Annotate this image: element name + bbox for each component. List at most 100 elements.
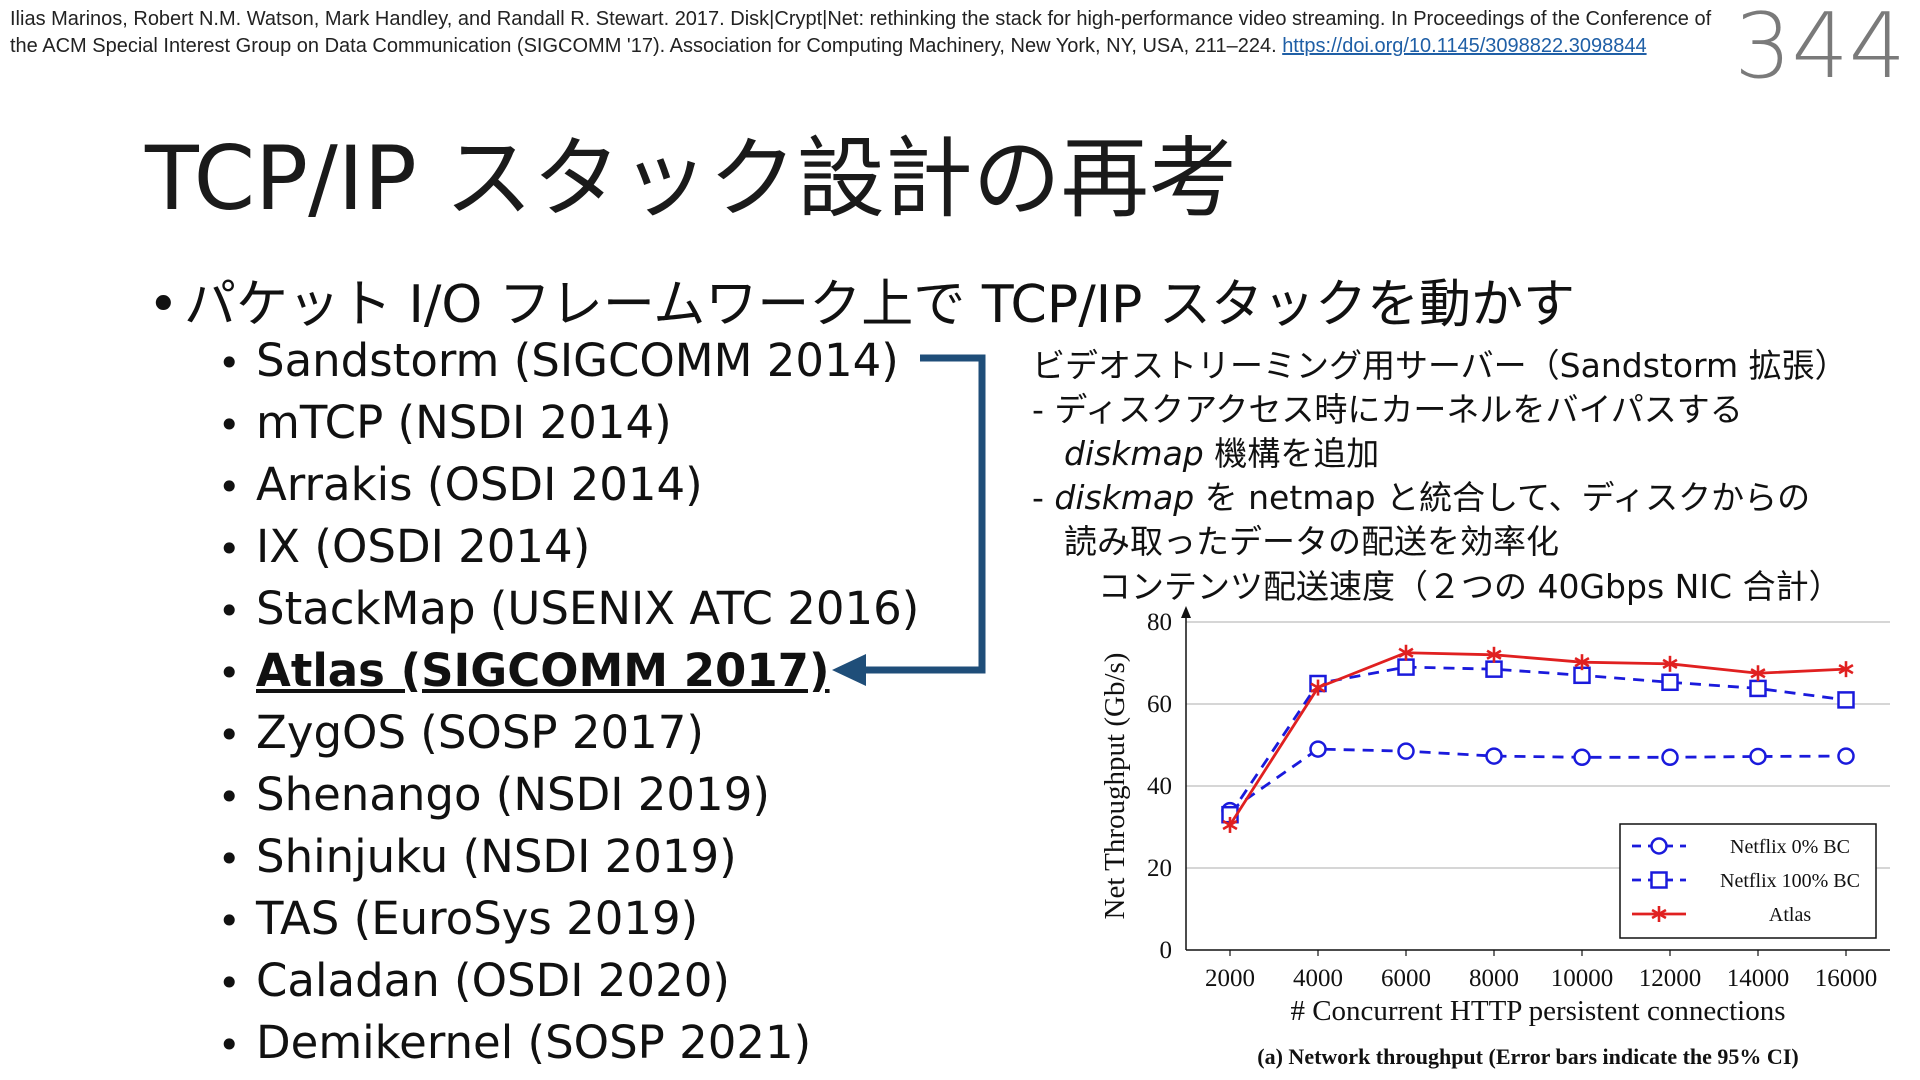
bullet-dot: • xyxy=(148,275,179,335)
system-list-item: • ZygOS (SOSP 2017) xyxy=(218,702,919,764)
y-tick-label: 20 xyxy=(1147,855,1172,882)
citation: Ilias Marinos, Robert N.M. Watson, Mark … xyxy=(10,6,1730,60)
x-tick-label: 14000 xyxy=(1727,965,1790,992)
system-name: Shenango (NSDI 2019) xyxy=(256,768,770,821)
x-tick-label: 10000 xyxy=(1551,965,1614,992)
system-list-item: • Sandstorm (SIGCOMM 2014) xyxy=(218,330,919,392)
bullet-dot: • xyxy=(218,589,241,633)
data-point xyxy=(1661,673,1679,692)
diskmap-term: diskmap xyxy=(1064,434,1204,473)
y-tick-label: 60 xyxy=(1147,691,1172,718)
data-point xyxy=(1485,747,1503,765)
y-axis-label: Net Throughput (Gb/s) xyxy=(1099,653,1131,920)
system-name: Shinjuku (NSDI 2019) xyxy=(256,830,737,883)
chart-caption: (a) Network throughput (Error bars indic… xyxy=(1257,1044,1798,1069)
data-point xyxy=(1485,660,1503,678)
data-point xyxy=(1309,740,1327,758)
bullet-dot: • xyxy=(218,713,241,757)
system-list-item: • StackMap (USENIX ATC 2016) xyxy=(218,578,919,640)
data-point xyxy=(1838,664,1854,675)
x-tick-label: 6000 xyxy=(1381,965,1431,992)
system-list-item: • Arrakis (OSDI 2014) xyxy=(218,454,919,516)
system-list-item: • Atlas (SIGCOMM 2017) xyxy=(218,640,919,702)
legend-label: Netflix 100% BC xyxy=(1720,870,1860,892)
system-list-item: • TAS (EuroSys 2019) xyxy=(218,888,919,950)
x-tick-label: 2000 xyxy=(1205,965,1255,992)
series-line xyxy=(1229,747,1847,812)
bullet-dot: • xyxy=(218,899,241,943)
data-point xyxy=(1837,747,1855,765)
doi-link[interactable]: https://doi.org/10.1145/3098822.3098844 xyxy=(1282,35,1647,57)
series-line xyxy=(1228,651,1847,826)
data-point xyxy=(1397,658,1415,676)
desc-line-1: ビデオストリーミング用サーバー（Sandstorm 拡張） xyxy=(1032,346,1848,385)
data-point xyxy=(1310,682,1326,693)
bullet-dot: • xyxy=(218,961,241,1005)
legend-marker xyxy=(1650,837,1668,855)
bullet-dot: • xyxy=(218,403,241,447)
throughput-chart: 0 20 40 60 80 2000 4000 6000 8000 10000 12000 14000… xyxy=(1099,606,1890,1069)
data-point xyxy=(1573,748,1591,767)
page-number: 344 xyxy=(1734,0,1906,99)
system-name: IX (OSDI 2014) xyxy=(256,520,591,573)
system-list-item: • Shenango (NSDI 2019) xyxy=(218,764,919,826)
system-name: mTCP (NSDI 2014) xyxy=(256,396,672,449)
diskmap-term: diskmap xyxy=(1054,478,1195,517)
bullet-dot: • xyxy=(218,527,241,571)
main-bullet-text: パケット I/O フレームワーク上で TCP/IP スタックを動かす xyxy=(184,275,1575,335)
data-point xyxy=(1574,657,1590,668)
legend-label: Atlas xyxy=(1769,904,1811,926)
bullet-dot: • xyxy=(218,775,241,819)
x-tick-label: 16000 xyxy=(1815,965,1878,992)
bullet-dot: • xyxy=(218,465,241,509)
bullet-dot: • xyxy=(218,651,241,695)
slide-title: TCP/IP スタック設計の再考 xyxy=(145,127,1237,230)
system-name: ZygOS (SOSP 2017) xyxy=(256,706,704,759)
desc-line-4-rest: を netmap と統合して、ディスクからの xyxy=(1194,478,1811,517)
system-name: StackMap (USENIX ATC 2016) xyxy=(256,582,920,635)
system-list-item: • Demikernel (SOSP 2021) xyxy=(218,1012,919,1074)
system-list-item: • Caladan (OSDI 2020) xyxy=(218,950,919,1012)
bullet-dot: • xyxy=(218,837,241,881)
data-point xyxy=(1749,679,1767,698)
data-point xyxy=(1750,668,1766,679)
system-list: • Sandstorm (SIGCOMM 2014) • mTCP (NSDI 201… xyxy=(218,330,919,1074)
desc-line-4: - diskmap を netmap と統合して、ディスクからの xyxy=(1032,476,1848,520)
arrow-line xyxy=(864,354,986,674)
x-tick-label: 8000 xyxy=(1469,965,1519,992)
data-point xyxy=(1662,658,1678,669)
data-point xyxy=(1486,649,1502,660)
system-name: TAS (EuroSys 2019) xyxy=(256,892,699,945)
y-tick-label: 80 xyxy=(1147,609,1172,636)
data-point xyxy=(1749,747,1767,766)
desc-line-3-rest: 機構を追加 xyxy=(1203,434,1380,473)
data-point xyxy=(1837,691,1855,709)
system-list-item: • IX (OSDI 2014) xyxy=(218,516,919,578)
system-name: Caladan (OSDI 2020) xyxy=(256,954,730,1007)
x-tick-label: 4000 xyxy=(1293,965,1343,992)
bullet-dot: • xyxy=(218,1023,241,1067)
desc-line-2: - ディスクアクセス時にカーネルをバイパスする xyxy=(1032,390,1743,429)
description: ビデオストリーミング用サーバー（Sandstorm 拡張） - ディスクアクセス… xyxy=(1032,344,1848,564)
x-axis-label: # Concurrent HTTP persistent connections xyxy=(1290,995,1785,1027)
chart-heading: コンテンツ配送速度（２つの 40Gbps NIC 合計） xyxy=(1098,567,1842,606)
data-point xyxy=(1398,647,1414,658)
system-name: Arrakis (OSDI 2014) xyxy=(256,458,703,511)
system-list-item: • Shinjuku (NSDI 2019) xyxy=(218,826,919,888)
system-name: Atlas (SIGCOMM 2017) xyxy=(256,644,830,697)
y-tick-label: 0 xyxy=(1160,937,1173,964)
arrow-head xyxy=(832,654,866,686)
system-name: Sandstorm (SIGCOMM 2014) xyxy=(256,334,899,387)
data-point xyxy=(1222,819,1238,831)
data-point xyxy=(1661,748,1679,767)
legend-label: Netflix 0% BC xyxy=(1730,836,1850,858)
y-tick-label: 40 xyxy=(1147,773,1172,800)
x-tick-label: 12000 xyxy=(1639,965,1702,992)
main-bullet: • パケット I/O フレームワーク上で TCP/IP スタックを動かす xyxy=(148,262,1575,337)
bullet-dot: • xyxy=(218,341,241,385)
desc-line-3: diskmap 機構を追加 xyxy=(1032,432,1848,476)
system-list-item: • mTCP (NSDI 2014) xyxy=(218,392,919,454)
system-name: Demikernel (SOSP 2021) xyxy=(256,1016,812,1069)
citation-text: Ilias Marinos, Robert N.M. Watson, Mark … xyxy=(10,8,1712,57)
